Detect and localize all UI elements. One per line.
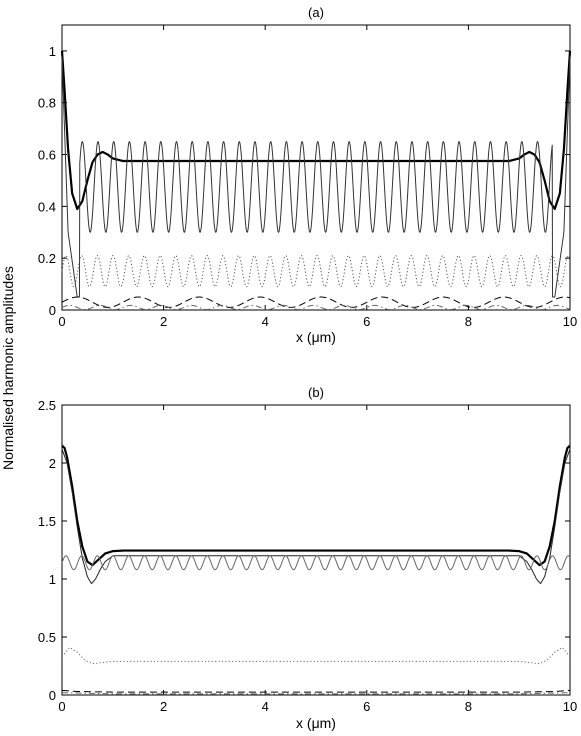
panel-b-xtick-label: 10	[563, 699, 577, 714]
panel-a: (a) 0 0.2 0.4 0.6 0.8 1 0 2 4 6 8 10 x (μm)	[38, 5, 577, 345]
panel-b-ytick-label: 2	[49, 456, 56, 471]
panel-a-xtick-label: 0	[58, 314, 65, 329]
panel-a-ytick-label: 0.2	[38, 251, 56, 266]
panel-b-series-dash-dot-line	[61, 692, 571, 695]
panel-b-series-dashed-line	[61, 689, 571, 693]
panel-b-ytick-label: 0.5	[38, 630, 56, 645]
panel-b-xtick-label: 8	[465, 699, 472, 714]
panel-b-ytick-label: 1.5	[38, 514, 56, 529]
panel-b-xtick-label: 4	[262, 699, 269, 714]
panel-a-series-dash-dot-line	[61, 304, 571, 310]
y-axis-label: Normalised harmonic amplitudes	[0, 266, 16, 470]
panel-a-ytick-label: 0	[49, 303, 56, 318]
panel-b-xtick-label: 0	[58, 699, 65, 714]
panel-b-ytick-label: 0	[49, 688, 56, 703]
panel-a-series	[60, 50, 572, 310]
panel-a-series-solid-thick-line	[60, 50, 572, 211]
panel-b-series-solid-thin-oscillating-line	[61, 555, 571, 571]
panel-a-yticks: 0 0.2 0.4 0.6 0.8 1	[38, 44, 570, 318]
panel-b-yticks: 0 0.5 1 1.5 2 2.5	[38, 398, 570, 703]
panel-b-title: (b)	[308, 385, 324, 400]
panel-a-xtick-label: 10	[563, 314, 577, 329]
panel-a-series-solid-thin-oscillating-line	[61, 56, 571, 298]
panel-a-xtick-label: 2	[160, 314, 167, 329]
panel-b-ytick-label: 2.5	[38, 398, 56, 413]
panel-b-series	[61, 444, 571, 695]
panel-a-ytick-label: 0.4	[38, 199, 56, 214]
panel-a-ytick-label: 0.8	[38, 96, 56, 111]
panel-a-xticks: 0 2 4 6 8 10	[58, 25, 577, 329]
panel-a-xtick-label: 8	[465, 314, 472, 329]
panel-a-xlabel: x (μm)	[296, 329, 336, 345]
panel-b: (b) 0 0.5 1 1.5 2 2.5 0 2 4 6 8 10 x (μm)	[38, 385, 577, 731]
panel-b-frame	[61, 404, 571, 696]
panel-b-xlabel: x (μm)	[296, 715, 336, 731]
panel-a-ytick-label: 1	[49, 44, 56, 59]
panel-b-xtick-label: 6	[363, 699, 370, 714]
panel-b-xtick-label: 2	[160, 699, 167, 714]
panel-a-series-dotted-line	[61, 255, 571, 288]
panel-a-series-dashed-line	[61, 296, 571, 308]
panel-a-title: (a)	[308, 5, 324, 20]
panel-a-frame	[61, 24, 571, 311]
panel-a-xtick-label: 4	[262, 314, 269, 329]
panel-b-series-solid-thick-line	[61, 444, 571, 567]
panel-b-ytick-label: 1	[49, 572, 56, 587]
panel-a-xtick-label: 6	[363, 314, 370, 329]
panel-b-series-dotted-line	[61, 646, 571, 665]
panel-a-ytick-label: 0.6	[38, 148, 56, 163]
panel-b-xticks: 0 2 4 6 8 10	[58, 405, 577, 714]
